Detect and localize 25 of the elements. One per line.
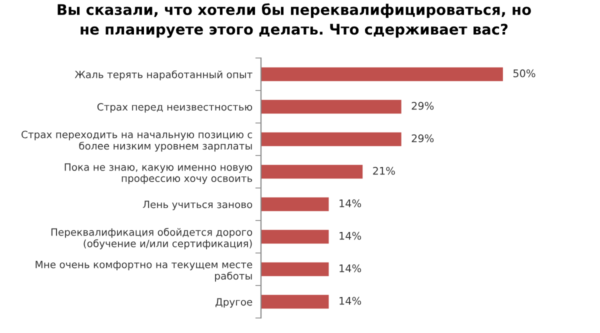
data-label: 29% xyxy=(412,102,434,110)
bar xyxy=(261,132,402,146)
y-tick-label: Другое xyxy=(216,298,252,308)
y-tick-label: Жаль терять наработанный опыт xyxy=(74,70,252,80)
data-label: 50% xyxy=(513,69,536,78)
data-label: 14% xyxy=(340,264,362,272)
data-label: 14% xyxy=(340,199,362,208)
bar xyxy=(261,67,503,82)
data-label: 29% xyxy=(412,134,434,142)
y-tick-label: Пока не знаю, какую именно новую профессию хочу освоить xyxy=(64,163,252,184)
data-label: 14% xyxy=(340,232,362,240)
y-tick-label: Мне очень комфортно на текущем месте работы xyxy=(36,260,252,282)
y-tick-label: Страх перед неизвестностью xyxy=(97,103,252,113)
y-tick-label: Лень учиться заново xyxy=(142,200,252,210)
bar xyxy=(261,230,329,244)
y-tick-label: Страх переходить на начальную позицию с более низким уровнем зарплаты xyxy=(22,130,252,152)
data-label: 21% xyxy=(373,166,395,175)
data-label: 14% xyxy=(340,296,362,305)
bar xyxy=(261,294,329,309)
y-tick-label: Переквалификация обойдется дорого (обучение и/или сертификация) xyxy=(51,228,252,250)
bar xyxy=(261,100,402,114)
bar xyxy=(261,164,363,179)
bar xyxy=(261,197,329,212)
bar xyxy=(261,262,329,276)
chart-title: Вы сказали, что хотели бы переквалифицироваться, но не планируете этого делать. Что сдерживает вас? xyxy=(58,3,531,38)
